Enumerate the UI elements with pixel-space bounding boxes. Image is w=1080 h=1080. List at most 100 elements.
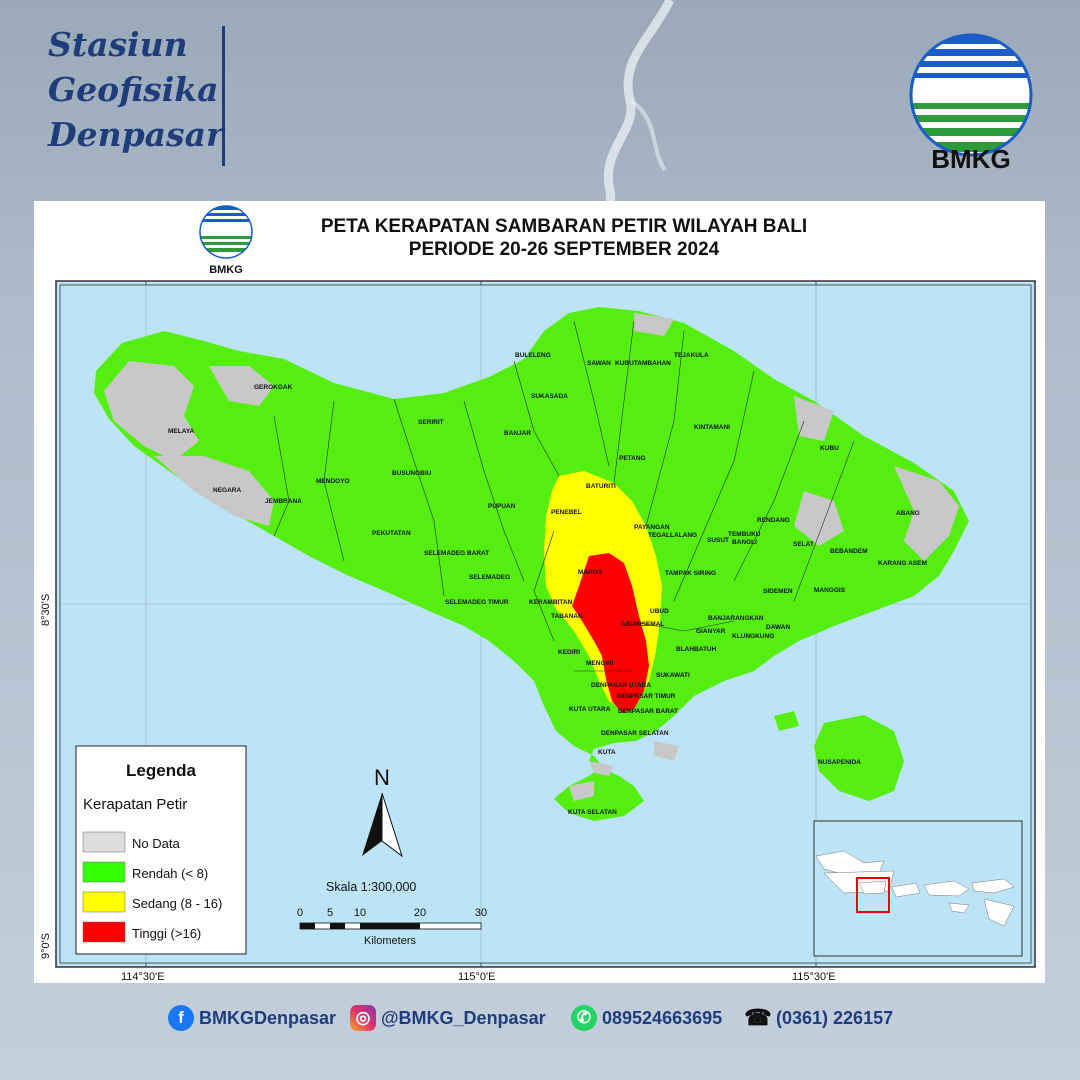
- label-seririt: SERIRIT: [418, 419, 444, 426]
- header-divider: [222, 26, 225, 166]
- instagram-contact[interactable]: ◎ @BMKG_Denpasar: [350, 1004, 546, 1032]
- label-melaya: MELAYA: [168, 428, 195, 435]
- instagram-handle: @BMKG_Denpasar: [381, 1007, 546, 1028]
- label-denpasar-barat: DENPASAR BARAT: [618, 708, 678, 715]
- label-klungkung: KLUNGKUNG: [732, 633, 774, 640]
- label-sidemen: SIDEMEN: [763, 588, 793, 595]
- label-kuta: KUTA: [598, 749, 616, 756]
- label-pupuan: PUPUAN: [488, 503, 516, 510]
- label-banjarangkan: BANJARANGKAN: [708, 615, 764, 622]
- label-susut: SUSUT: [707, 537, 729, 544]
- label-sukasada: SUKASADA: [531, 393, 568, 400]
- label-abang: ABANG: [896, 510, 920, 517]
- legend-label-nodata: No Data: [132, 836, 180, 851]
- station-line-3: Denpasar: [48, 115, 224, 154]
- label-denpasar-utara: DENPASAR UTARA: [591, 682, 651, 689]
- legend-title: Legenda: [126, 761, 196, 780]
- label-sukawati: SUKAWATI: [656, 672, 690, 679]
- label-baturiti: BATURITI: [586, 483, 616, 490]
- label-abiansemal: ABIANSEMAL: [621, 621, 664, 628]
- lon-label-3: 115°30'E: [792, 971, 836, 983]
- map-title-line-2: PERIODE 20-26 SEPTEMBER 2024: [408, 239, 720, 260]
- label-tejakula: TEJAKULA: [674, 352, 709, 359]
- facebook-handle: BMKGDenpasar: [199, 1007, 337, 1028]
- scale-bar: Skala 1:300,000 0 5 10 20 30 Kilometers: [297, 880, 487, 947]
- label-karang-asem: KARANG ASEM: [878, 560, 927, 567]
- station-name: Stasiun Geofisika Denpasar: [48, 22, 223, 157]
- high-density-area: [572, 553, 649, 713]
- label-nusapenida: NUSAPENIDA: [818, 759, 861, 766]
- scale-tick-20: 20: [414, 907, 426, 919]
- label-tabanan: TABANAN: [551, 613, 583, 620]
- whatsapp-icon: ✆: [571, 1005, 597, 1031]
- lembongan-land: [774, 711, 799, 731]
- lat-label-1: 8°30'S: [40, 594, 52, 626]
- map-panel: BMKG PETA KERAPATAN SAMBARAN PETIR WILAY…: [34, 201, 1045, 983]
- label-kintamani: KINTAMANI: [694, 424, 730, 431]
- label-denpasar-timur: DENPASAR TIMUR: [617, 693, 676, 700]
- legend: Legenda Kerapatan Petir No Data Rendah (…: [75, 745, 247, 955]
- label-denpasar-selatan: DENPASAR SELATAN: [601, 730, 669, 737]
- scale-tick-5: 5: [327, 907, 333, 919]
- district-boundaries: [273, 320, 855, 672]
- station-line-1: Stasiun: [48, 25, 188, 64]
- north-arrow-icon: N: [362, 765, 403, 858]
- label-kubu: KUBU: [820, 445, 839, 452]
- label-mendoyo: MENDOYO: [316, 478, 350, 485]
- label-kediri: KEDIRI: [558, 649, 580, 656]
- legend-swatch-sedang: [82, 891, 126, 913]
- lightning-density-map: BULELENG SAWAN KUBUTAMBAHAN TEJAKULA GER…: [40, 280, 1036, 983]
- label-manggis: MANGGIS: [814, 587, 846, 594]
- whatsapp-contact[interactable]: ✆ 089524663695: [571, 1004, 722, 1032]
- label-tampak-siring: TAMPAK SIRING: [665, 570, 716, 577]
- scale-tick-0: 0: [297, 907, 303, 919]
- facebook-contact[interactable]: f BMKGDenpasar: [168, 1004, 336, 1032]
- north-label: N: [374, 765, 390, 790]
- legend-swatch-tinggi: [82, 921, 126, 943]
- label-negara: NEGARA: [213, 487, 241, 494]
- label-tembuku: TEMBUKU: [728, 531, 761, 538]
- label-blahbatuh: BLAHBATUH: [676, 646, 717, 653]
- bmkg-logo-text: BMKG: [931, 144, 1011, 174]
- lon-label-1: 114°30'E: [121, 971, 165, 983]
- label-bangli: BANGLI: [732, 539, 757, 546]
- label-kuta-utara: KUTA UTARA: [569, 706, 611, 713]
- nusapenida-land: [814, 715, 904, 801]
- inset-map: [813, 820, 1023, 957]
- label-gerokgak: GEROKGAK: [254, 384, 293, 391]
- label-busungbiu: BUSUNGBIU: [392, 470, 432, 477]
- label-jembrana: JEMBRANA: [265, 498, 302, 505]
- label-dawan: DAWAN: [766, 624, 791, 631]
- label-banjar: BANJAR: [504, 430, 531, 437]
- bmkg-logo-icon: [909, 33, 1033, 157]
- label-marga: MARGA: [578, 569, 603, 576]
- no-data-areas: [104, 313, 959, 801]
- small-logo-text: BMKG: [209, 264, 243, 275]
- legend-swatch-rendah: [82, 861, 126, 883]
- label-penebel: PENEBEL: [551, 509, 582, 516]
- bmkg-small-logo-icon: BMKG: [199, 205, 253, 275]
- station-line-2: Geofisika: [48, 70, 219, 109]
- footer-contacts: f BMKGDenpasar ◎ @BMKG_Denpasar ✆ 089524…: [0, 1000, 1080, 1036]
- legend-label-tinggi: Tinggi (>16): [132, 926, 201, 941]
- scale-tick-30: 30: [475, 907, 487, 919]
- map-frame-inner: [59, 284, 1032, 964]
- bali-land: [94, 307, 969, 821]
- label-sawan: SAWAN: [587, 360, 611, 367]
- facebook-icon: f: [168, 1005, 194, 1031]
- label-mengwi: MENGWI: [586, 660, 614, 667]
- phone-contact[interactable]: ☎ (0361) 226157: [744, 1004, 894, 1032]
- lat-label-2: 9°0'S: [40, 933, 52, 959]
- scale-tick-10: 10: [354, 907, 366, 919]
- phone-number: (0361) 226157: [776, 1007, 894, 1028]
- label-gianyar: GIANYAR: [696, 628, 726, 635]
- inset-highlight-box: [856, 877, 890, 913]
- label-tegallalang: TEGALLALANG: [648, 532, 697, 539]
- scale-unit: Kilometers: [364, 935, 416, 947]
- legend-subtitle: Kerapatan Petir: [83, 796, 187, 813]
- label-petang: PETANG: [619, 455, 646, 462]
- label-kerambitan: KERAMBITAN: [529, 599, 573, 606]
- map-title: PETA KERAPATAN SAMBARAN PETIR WILAYAH BA…: [274, 215, 854, 261]
- whatsapp-number: 089524663695: [602, 1007, 723, 1028]
- phone-icon: ☎: [744, 1005, 772, 1030]
